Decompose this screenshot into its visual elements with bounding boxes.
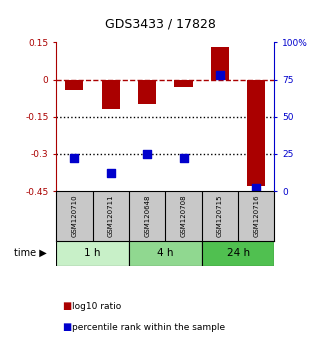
Point <box>72 156 77 161</box>
Bar <box>174 80 193 87</box>
Text: GSM120708: GSM120708 <box>180 195 187 237</box>
Bar <box>138 80 156 104</box>
Bar <box>56 241 129 266</box>
Text: 4 h: 4 h <box>157 248 174 258</box>
Text: GSM120715: GSM120715 <box>217 195 223 237</box>
Text: ■: ■ <box>63 322 72 332</box>
Text: 1 h: 1 h <box>84 248 101 258</box>
Text: GSM120711: GSM120711 <box>108 195 114 237</box>
Point <box>217 72 222 78</box>
Text: 24 h: 24 h <box>227 248 250 258</box>
Text: GDS3433 / 17828: GDS3433 / 17828 <box>105 17 216 30</box>
Bar <box>129 241 202 266</box>
Text: GSM120716: GSM120716 <box>253 195 259 237</box>
Point <box>144 151 150 157</box>
Point <box>254 185 259 191</box>
Text: log10 ratio: log10 ratio <box>72 302 121 311</box>
Point <box>108 171 113 176</box>
Bar <box>247 80 265 186</box>
Bar <box>102 80 120 109</box>
Bar <box>211 47 229 80</box>
Point <box>181 156 186 161</box>
Text: GSM120648: GSM120648 <box>144 195 150 237</box>
Text: time ▶: time ▶ <box>14 248 47 258</box>
Text: percentile rank within the sample: percentile rank within the sample <box>72 323 225 332</box>
Bar <box>202 241 274 266</box>
Text: GSM120710: GSM120710 <box>71 195 77 237</box>
Text: ■: ■ <box>63 301 72 311</box>
Bar <box>65 80 83 90</box>
